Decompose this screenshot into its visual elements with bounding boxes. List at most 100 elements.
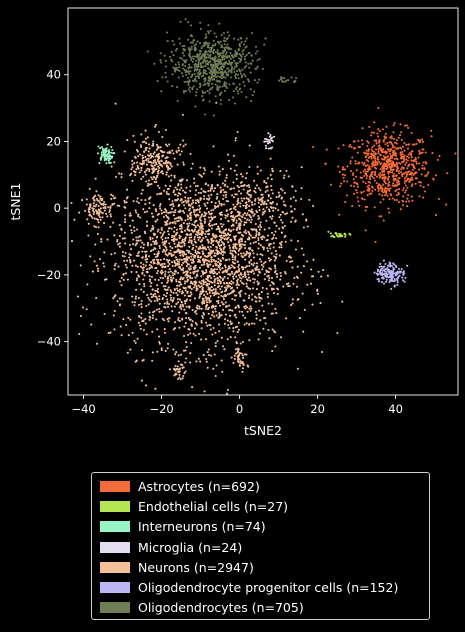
data-point <box>284 272 287 275</box>
data-point <box>379 172 382 175</box>
data-point <box>237 213 241 216</box>
data-point <box>411 164 415 167</box>
data-point <box>140 133 143 136</box>
data-point <box>188 70 191 73</box>
data-point <box>197 200 200 203</box>
data-point <box>373 121 376 124</box>
data-point <box>168 242 171 245</box>
data-point <box>233 314 236 317</box>
data-point <box>280 76 283 79</box>
data-point <box>90 215 93 218</box>
data-point <box>88 211 91 214</box>
data-point <box>239 72 242 75</box>
data-point <box>401 160 404 163</box>
data-point <box>227 323 230 327</box>
data-point <box>164 266 167 269</box>
data-point <box>158 295 161 298</box>
data-point <box>337 147 340 150</box>
data-point <box>408 173 411 176</box>
data-point <box>239 293 242 296</box>
data-point <box>387 155 390 158</box>
data-point <box>256 172 259 175</box>
data-point <box>151 178 154 181</box>
data-point <box>198 332 201 335</box>
data-point <box>221 370 224 373</box>
data-point <box>157 212 161 215</box>
data-point <box>171 310 174 313</box>
data-point <box>162 285 165 288</box>
data-point <box>119 325 122 328</box>
data-point <box>401 204 405 207</box>
data-point <box>250 322 253 325</box>
data-point <box>114 294 117 297</box>
data-point <box>85 308 88 311</box>
data-point <box>403 141 406 145</box>
data-point <box>195 214 199 217</box>
data-point <box>273 221 276 224</box>
data-point <box>330 235 333 238</box>
data-point <box>247 252 250 255</box>
data-point <box>372 150 375 153</box>
data-point <box>168 143 171 146</box>
data-point <box>210 267 213 270</box>
data-point <box>210 216 213 219</box>
data-point <box>374 152 377 155</box>
data-point <box>269 268 272 271</box>
data-point <box>377 173 380 176</box>
data-point <box>73 218 76 221</box>
data-point <box>207 194 210 197</box>
data-point <box>184 341 188 344</box>
data-point <box>214 290 217 293</box>
data-point <box>210 87 213 90</box>
data-point <box>201 316 205 320</box>
data-point <box>407 200 411 203</box>
data-point <box>399 153 402 156</box>
data-point <box>263 140 266 143</box>
data-point <box>185 255 188 259</box>
data-point <box>234 139 237 142</box>
y-tick-label: −40 <box>37 335 61 349</box>
data-point <box>247 197 250 201</box>
data-point <box>180 227 183 230</box>
data-point <box>237 321 240 324</box>
data-point <box>210 185 213 188</box>
data-point <box>204 72 207 75</box>
data-point <box>182 54 186 57</box>
data-point <box>188 72 191 75</box>
data-point <box>152 215 155 218</box>
data-point <box>269 284 272 287</box>
data-point <box>212 216 215 219</box>
data-point <box>206 90 209 93</box>
data-point <box>183 294 186 297</box>
data-point <box>219 218 223 221</box>
data-point <box>291 216 294 219</box>
data-point <box>257 338 260 341</box>
data-point <box>171 221 174 225</box>
data-point <box>221 271 224 274</box>
data-point <box>213 223 216 226</box>
data-point <box>344 201 347 204</box>
data-point <box>233 217 236 221</box>
data-point <box>397 201 401 204</box>
data-point <box>130 248 133 251</box>
x-axis-label: tSNE2 <box>244 423 282 438</box>
data-point <box>131 295 134 298</box>
data-point <box>79 314 82 318</box>
data-point <box>214 307 217 310</box>
data-point <box>349 162 352 165</box>
data-point <box>274 269 277 273</box>
data-point <box>234 262 237 265</box>
data-point <box>183 271 186 274</box>
data-point <box>173 69 176 72</box>
data-point <box>224 313 228 316</box>
data-point <box>184 196 187 199</box>
data-point <box>216 195 219 199</box>
legend-label: Interneurons (n=74) <box>138 519 266 535</box>
data-point <box>247 190 250 193</box>
data-point <box>211 310 214 313</box>
data-point <box>168 222 171 225</box>
data-point <box>327 230 330 233</box>
data-point <box>214 254 217 257</box>
data-point <box>205 197 209 200</box>
series-interneurons-n-74 <box>96 143 116 165</box>
